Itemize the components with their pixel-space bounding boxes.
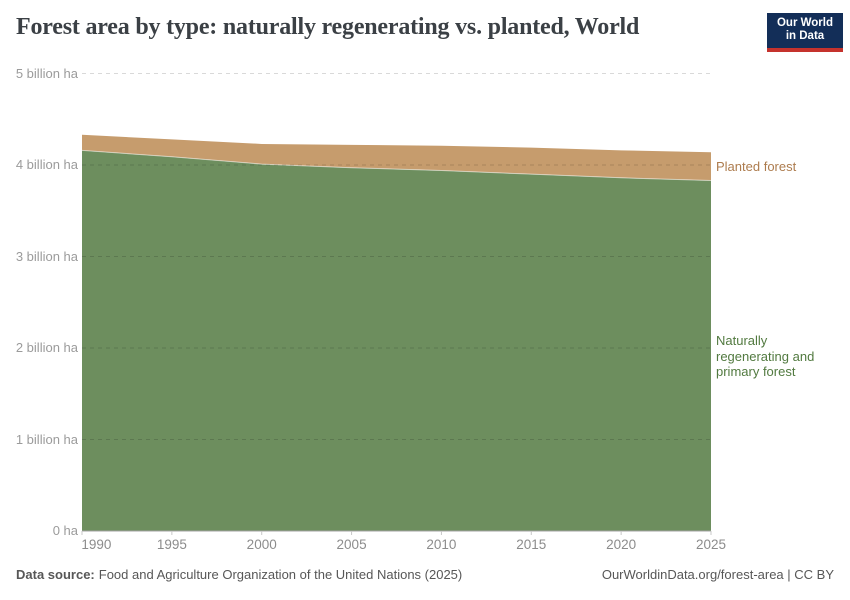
footer-source: Data source: Food and Agriculture Organiz… — [16, 567, 462, 582]
area-naturally-regenerating-forest[interactable] — [82, 150, 711, 532]
x-axis-label-2020: 2020 — [606, 537, 637, 552]
x-axis-label-2010: 2010 — [426, 537, 457, 552]
owid-logo-line1: Our World — [776, 16, 833, 29]
y-axis-label-1: 1 billion ha — [15, 431, 78, 447]
legend-label-natural-forest[interactable]: Naturally regenerating and primary fores… — [716, 333, 815, 379]
x-axis-label-2005: 2005 — [336, 537, 367, 552]
y-axis-label-0: 0 ha — [52, 523, 78, 538]
footer-source-label: Data source: — [16, 567, 95, 582]
y-axis-label-3: 3 billion ha — [15, 248, 78, 264]
x-axis-label-1990: 1990 — [81, 537, 112, 552]
x-axis-label-2025: 2025 — [695, 537, 727, 552]
owid-logo: Our World in Data — [767, 13, 843, 52]
x-axis-label-2000: 2000 — [246, 537, 277, 552]
area-planted-forest[interactable] — [82, 134, 711, 181]
y-axis-label-4: 4 billion ha — [15, 157, 78, 172]
page-title: Forest area by type: naturally regenerat… — [16, 14, 640, 40]
x-axis-label-2015: 2015 — [516, 537, 547, 552]
stack-boundary-line — [81, 149, 712, 182]
legend-label-planted-forest[interactable]: Planted forest — [716, 159, 797, 174]
y-axis-label-2: 2 billion ha — [15, 340, 78, 355]
footer-source-text: Food and Agriculture Organization of the… — [98, 567, 463, 582]
owid-logo-line2: in Data — [785, 30, 825, 42]
footer-attribution: OurWorldinData.org/forest-area | CC BY — [601, 567, 834, 582]
x-axis-label-1995: 1995 — [156, 537, 187, 552]
y-axis-label-5: 5 billion ha — [15, 65, 78, 81]
